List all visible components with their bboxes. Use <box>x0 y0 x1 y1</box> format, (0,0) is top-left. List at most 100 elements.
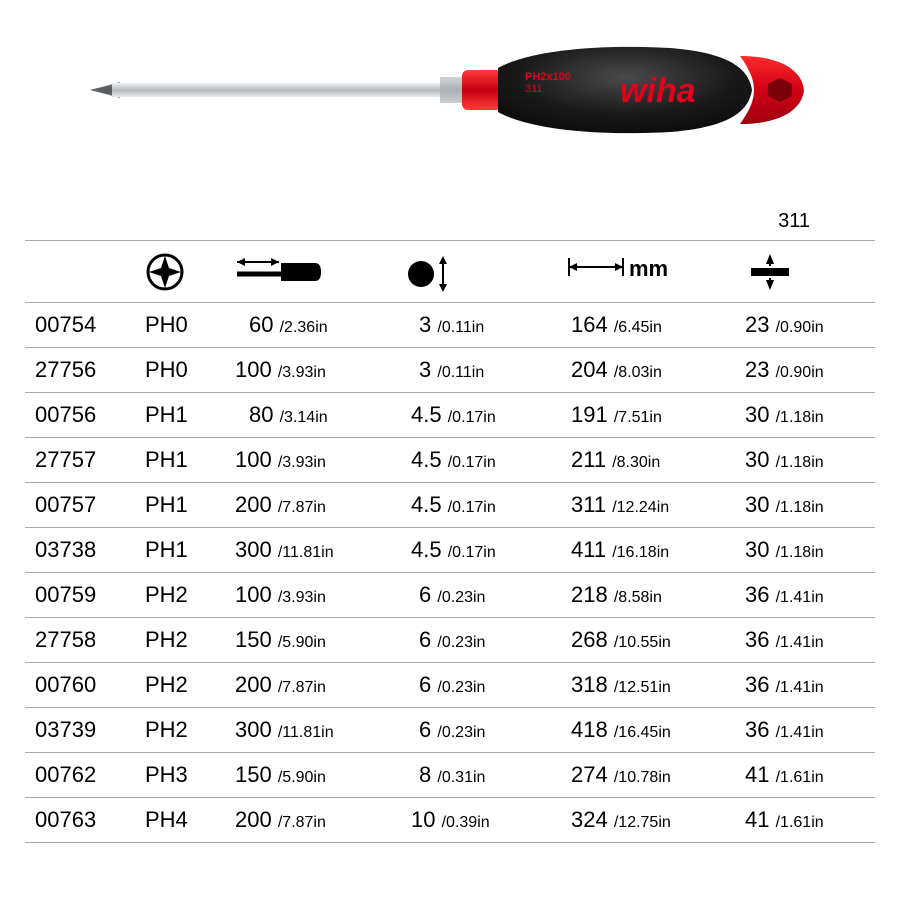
cell-blade: 150 /5.90in <box>225 618 395 663</box>
handle-marking-text: PH2x100 <box>525 71 571 83</box>
cell-handle: 36 /1.41in <box>735 618 875 663</box>
cell-handle: 36 /1.41in <box>735 708 875 753</box>
cell-blade: 60 /2.36in <box>225 303 395 348</box>
cell-handle: 23 /0.90in <box>735 303 875 348</box>
mm-label: mm <box>629 256 668 281</box>
cell-handle: 30 /1.18in <box>735 528 875 573</box>
table-row: 27757PH1100 /3.93in4.5 /0.17in211 /8.30i… <box>25 438 875 483</box>
cell-blade: 80 /3.14in <box>225 393 395 438</box>
cell-blade: 100 /3.93in <box>225 348 395 393</box>
cell-sku: 00762 <box>25 753 135 798</box>
cell-handle: 41 /1.61in <box>735 753 875 798</box>
cell-total: 311 /12.24in <box>555 483 735 528</box>
cell-shaft: 6 /0.23in <box>395 618 555 663</box>
cell-total: 164 /6.45in <box>555 303 735 348</box>
cell-tip: PH2 <box>135 573 225 618</box>
cell-shaft: 6 /0.23in <box>395 708 555 753</box>
cell-total: 418 /16.45in <box>555 708 735 753</box>
cell-tip: PH2 <box>135 618 225 663</box>
shaft-diameter-icon <box>405 252 549 292</box>
model-number: 311 <box>778 210 810 233</box>
table-row: 00763PH4200 /7.87in10 /0.39in324 /12.75i… <box>25 798 875 843</box>
cell-blade: 200 /7.87in <box>225 663 395 708</box>
cell-handle: 30 /1.18in <box>735 393 875 438</box>
table-row: 00759PH2100 /3.93in6 /0.23in218 /8.58in3… <box>25 573 875 618</box>
cell-shaft: 4.5 /0.17in <box>395 528 555 573</box>
cell-sku: 03739 <box>25 708 135 753</box>
cell-sku: 03738 <box>25 528 135 573</box>
cell-tip: PH0 <box>135 348 225 393</box>
header-shaft-diameter <box>395 241 555 303</box>
cell-blade: 100 /3.93in <box>225 438 395 483</box>
table-row: 03739PH2300 /11.81in6 /0.23in418 /16.45i… <box>25 708 875 753</box>
cell-sku: 00757 <box>25 483 135 528</box>
blade-length-icon <box>235 252 389 292</box>
cell-handle: 30 /1.18in <box>735 438 875 483</box>
cell-tip: PH1 <box>135 483 225 528</box>
spec-table: mm 00 <box>25 240 875 843</box>
cell-total: 204 /8.03in <box>555 348 735 393</box>
table-row: 27756PH0100 /3.93in3 /0.11in204 /8.03in2… <box>25 348 875 393</box>
cell-shaft: 10 /0.39in <box>395 798 555 843</box>
table-row: 27758PH2150 /5.90in6 /0.23in268 /10.55in… <box>25 618 875 663</box>
cell-blade: 200 /7.87in <box>225 483 395 528</box>
cell-handle: 23 /0.90in <box>735 348 875 393</box>
cell-total: 218 /8.58in <box>555 573 735 618</box>
cell-handle: 41 /1.61in <box>735 798 875 843</box>
table-row: 00754PH060 /2.36in3 /0.11in164 /6.45in23… <box>25 303 875 348</box>
table-row: 00762PH3150 /5.90in8 /0.31in274 /10.78in… <box>25 753 875 798</box>
cell-tip: PH2 <box>135 708 225 753</box>
cell-sku: 00756 <box>25 393 135 438</box>
total-length-icon: mm <box>565 252 729 292</box>
cell-blade: 300 /11.81in <box>225 708 395 753</box>
header-tip <box>135 241 225 303</box>
cell-sku: 00763 <box>25 798 135 843</box>
cell-handle: 36 /1.41in <box>735 573 875 618</box>
cell-total: 411 /16.18in <box>555 528 735 573</box>
cell-blade: 150 /5.90in <box>225 753 395 798</box>
cell-shaft: 3 /0.11in <box>395 303 555 348</box>
cell-tip: PH1 <box>135 438 225 483</box>
cell-sku: 00759 <box>25 573 135 618</box>
cell-tip: PH3 <box>135 753 225 798</box>
cell-tip: PH1 <box>135 528 225 573</box>
cell-sku: 27756 <box>25 348 135 393</box>
product-image: PH2x100 311 wiha <box>80 30 820 180</box>
cell-total: 191 /7.51in <box>555 393 735 438</box>
cell-blade: 200 /7.87in <box>225 798 395 843</box>
table-row: 03738PH1300 /11.81in4.5 /0.17in411 /16.1… <box>25 528 875 573</box>
table-row: 00756PH180 /3.14in4.5 /0.17in191 /7.51in… <box>25 393 875 438</box>
header-total-length: mm <box>555 241 735 303</box>
phillips-icon <box>145 252 219 292</box>
brand-text: wiha <box>620 72 696 110</box>
cell-sku: 00760 <box>25 663 135 708</box>
cell-shaft: 4.5 /0.17in <box>395 483 555 528</box>
cell-blade: 300 /11.81in <box>225 528 395 573</box>
cell-shaft: 6 /0.23in <box>395 663 555 708</box>
cell-shaft: 8 /0.31in <box>395 753 555 798</box>
cell-sku: 27758 <box>25 618 135 663</box>
table-body: 00754PH060 /2.36in3 /0.11in164 /6.45in23… <box>25 303 875 843</box>
cell-shaft: 4.5 /0.17in <box>395 438 555 483</box>
header-blade-length <box>225 241 395 303</box>
cell-total: 268 /10.55in <box>555 618 735 663</box>
cell-blade: 100 /3.93in <box>225 573 395 618</box>
cell-handle: 30 /1.18in <box>735 483 875 528</box>
cell-sku: 00754 <box>25 303 135 348</box>
cell-total: 274 /10.78in <box>555 753 735 798</box>
table-row: 00760PH2200 /7.87in6 /0.23in318 /12.51in… <box>25 663 875 708</box>
cell-tip: PH1 <box>135 393 225 438</box>
cell-shaft: 4.5 /0.17in <box>395 393 555 438</box>
header-sku <box>25 241 135 303</box>
cell-shaft: 3 /0.11in <box>395 348 555 393</box>
cell-total: 211 /8.30in <box>555 438 735 483</box>
cell-sku: 27757 <box>25 438 135 483</box>
cell-tip: PH4 <box>135 798 225 843</box>
table-row: 00757PH1200 /7.87in4.5 /0.17in311 /12.24… <box>25 483 875 528</box>
cell-total: 318 /12.51in <box>555 663 735 708</box>
cell-tip: PH2 <box>135 663 225 708</box>
table-header-row: mm <box>25 241 875 303</box>
cell-handle: 36 /1.41in <box>735 663 875 708</box>
handle-diameter-icon <box>745 252 869 292</box>
header-handle-diameter <box>735 241 875 303</box>
